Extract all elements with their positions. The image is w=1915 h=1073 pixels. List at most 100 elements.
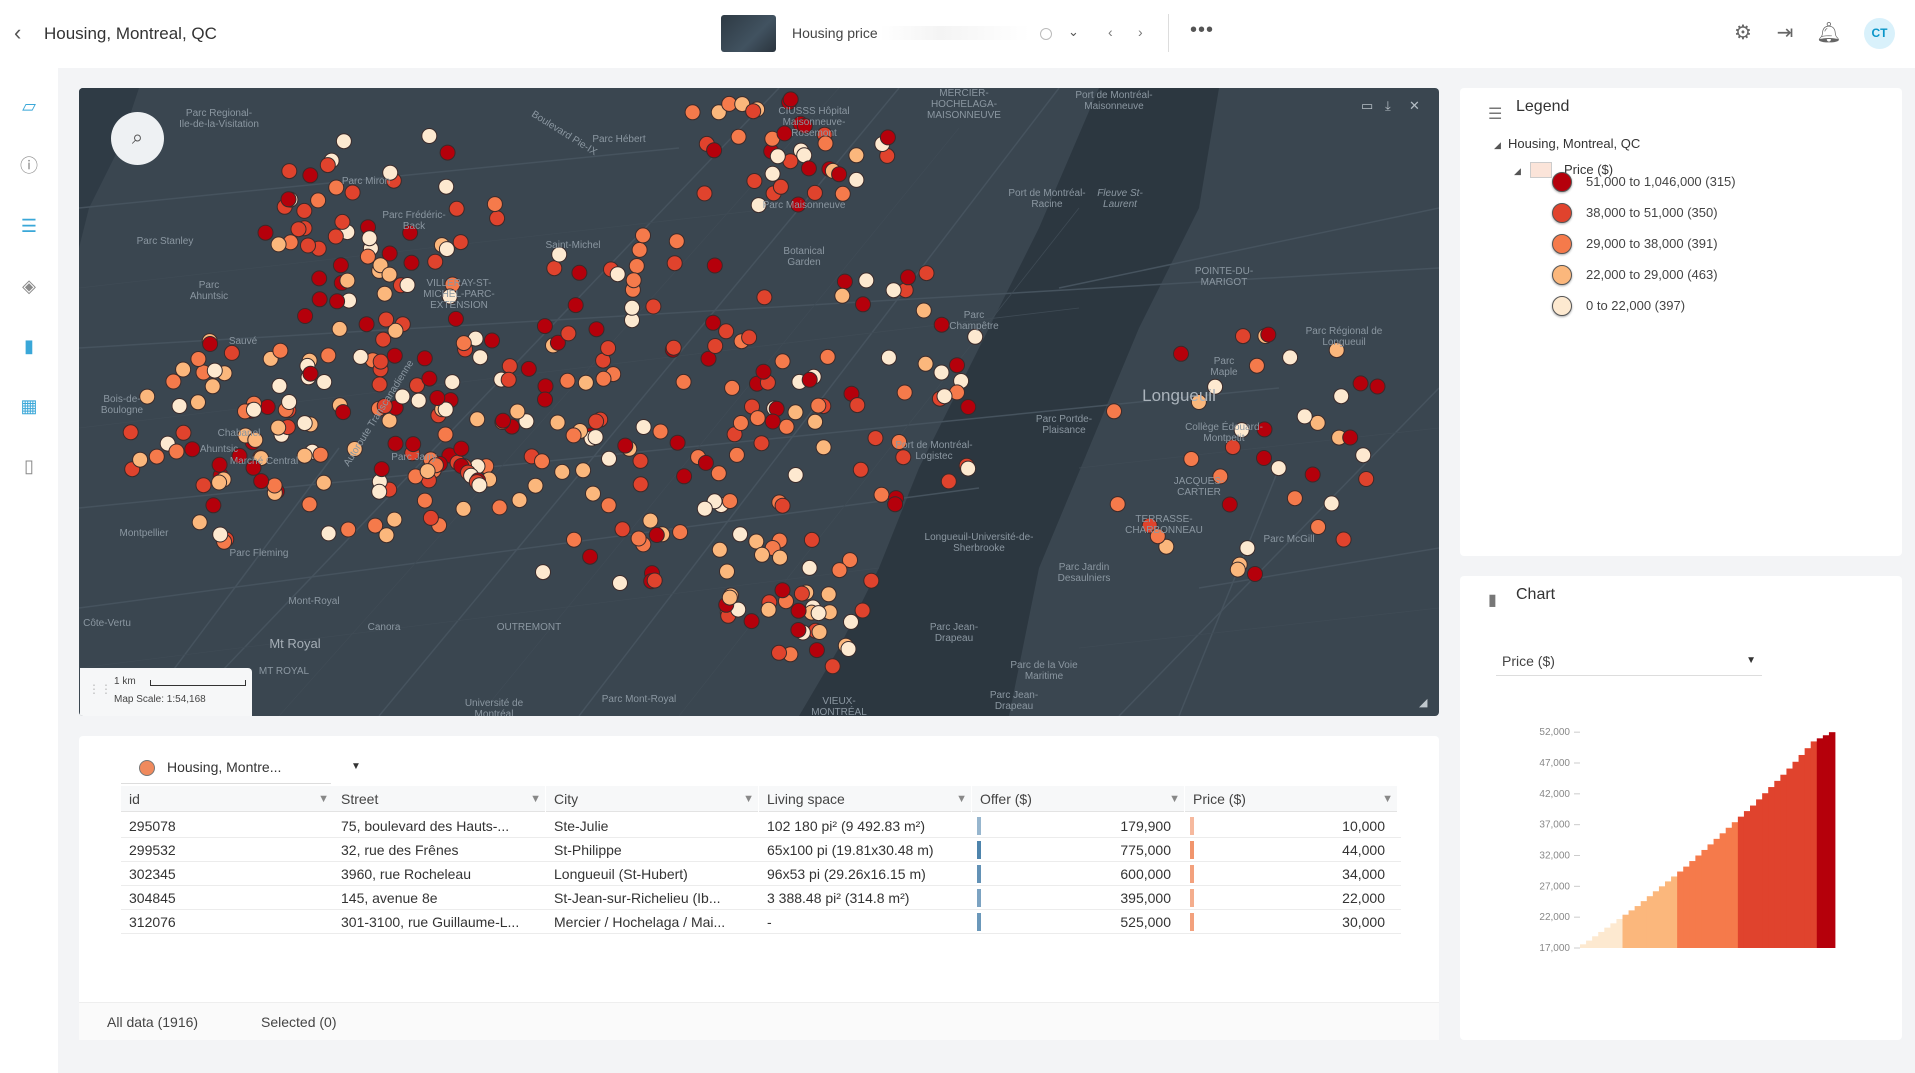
map-point[interactable] [403, 254, 420, 271]
map-point[interactable] [489, 210, 506, 227]
map-point[interactable] [386, 511, 403, 528]
map-point[interactable] [1221, 496, 1238, 513]
map-point[interactable] [1328, 342, 1345, 359]
chart-bar[interactable] [1604, 927, 1611, 948]
map-point[interactable] [566, 531, 582, 548]
map-point[interactable] [1173, 345, 1189, 362]
map-point[interactable] [960, 460, 977, 477]
map-point[interactable] [836, 273, 853, 290]
map-point[interactable] [484, 332, 500, 349]
map-point[interactable] [122, 424, 139, 441]
map-point[interactable] [500, 371, 517, 388]
map-point[interactable] [327, 228, 344, 245]
map-point[interactable] [600, 497, 617, 514]
download-icon[interactable]: ⤓ [1385, 98, 1391, 113]
map-point[interactable] [551, 246, 568, 263]
map-view[interactable]: Parc Regional-Ile-de-la-Visitation CIUSS… [79, 88, 1439, 716]
map-point[interactable] [302, 365, 319, 382]
close-icon[interactable]: ✕ [1409, 98, 1420, 113]
map-point[interactable] [918, 265, 935, 282]
map-point[interactable] [257, 224, 274, 241]
map-point[interactable] [722, 493, 738, 510]
map-point[interactable] [1256, 421, 1273, 438]
table-row[interactable]: 302345 3960, rue Rocheleau Longueuil (St-H… [121, 862, 1401, 886]
drag-handle-icon[interactable]: ⋮⋮ [88, 682, 112, 696]
map-point[interactable] [949, 357, 965, 374]
map-point[interactable] [743, 613, 760, 630]
map-point[interactable] [895, 449, 912, 466]
map-point[interactable] [706, 257, 723, 274]
map-point[interactable] [858, 272, 875, 289]
logout-icon[interactable]: ⇥ [1776, 22, 1794, 44]
map-point[interactable] [296, 447, 313, 464]
map-point[interactable] [585, 485, 601, 502]
map-point[interactable] [707, 338, 724, 354]
tab-selected[interactable]: Selected (0) [261, 1014, 337, 1030]
map-point[interactable] [332, 257, 349, 274]
map-point[interactable] [885, 282, 902, 299]
map-point[interactable] [711, 541, 728, 558]
bar-chart-icon[interactable]: ▮ [24, 336, 34, 356]
chart-bar[interactable] [1786, 768, 1793, 948]
book-icon[interactable]: ▯ [24, 456, 34, 476]
map-point[interactable] [271, 377, 288, 394]
chart-bar[interactable] [1768, 787, 1775, 948]
map-point[interactable] [1355, 447, 1372, 464]
back-icon[interactable]: ‹ [14, 20, 22, 45]
map-point[interactable] [527, 477, 544, 494]
map-point[interactable] [588, 413, 605, 430]
map-point[interactable] [577, 374, 594, 391]
table-row[interactable]: 312076 301-3100, rue Guillaume-L... Mercie… [121, 910, 1401, 934]
chart-bar[interactable] [1622, 914, 1629, 948]
map-point[interactable] [195, 477, 212, 494]
map-point[interactable] [774, 582, 791, 599]
map-point[interactable] [559, 372, 576, 389]
chart-bar[interactable] [1695, 855, 1702, 949]
map-point[interactable] [175, 361, 192, 378]
map-point[interactable] [422, 509, 439, 526]
map-point[interactable] [1183, 451, 1200, 467]
map-point[interactable] [335, 404, 352, 421]
map-point[interactable] [491, 499, 508, 516]
map-point[interactable] [296, 202, 313, 219]
map-point[interactable] [376, 398, 393, 414]
map-point[interactable] [329, 293, 346, 310]
map-point[interactable] [1207, 378, 1224, 395]
map-point[interactable] [1323, 495, 1340, 512]
map-point[interactable] [352, 348, 369, 365]
filter-icon[interactable]: ▼ [318, 793, 329, 805]
map-point[interactable] [1286, 490, 1303, 507]
map-point[interactable] [455, 500, 472, 517]
map-point[interactable] [315, 474, 332, 491]
map-point[interactable] [672, 524, 689, 541]
map-point[interactable] [534, 453, 550, 470]
map-point[interactable] [625, 272, 642, 289]
map-point[interactable] [601, 450, 617, 467]
map-point[interactable] [231, 447, 248, 464]
map-point[interactable] [754, 546, 770, 563]
map-point[interactable] [756, 289, 773, 306]
map-point[interactable] [1333, 388, 1350, 405]
map-point[interactable] [790, 622, 807, 638]
map-point[interactable] [132, 451, 149, 468]
map-point[interactable] [416, 492, 433, 509]
map-point[interactable] [1212, 468, 1229, 485]
chart-bar[interactable] [1792, 761, 1799, 948]
map-point[interactable] [811, 624, 828, 640]
map-point[interactable] [609, 266, 626, 283]
map-thumbnail[interactable] [721, 15, 776, 52]
chart-bar[interactable] [1828, 732, 1836, 948]
map-point[interactable] [855, 296, 871, 313]
chart-bar[interactable] [1707, 844, 1714, 948]
map-point[interactable] [1309, 414, 1326, 431]
map-point[interactable] [1141, 517, 1158, 534]
expand-icon[interactable]: ◢ [1514, 166, 1521, 176]
chart-bar[interactable] [1671, 876, 1678, 948]
info-icon[interactable]: ⓘ [20, 156, 38, 176]
map-point[interactable] [344, 184, 361, 201]
map-point[interactable] [632, 476, 649, 493]
map-point[interactable] [730, 128, 747, 145]
map-point[interactable] [741, 329, 758, 346]
map-point[interactable] [471, 477, 488, 494]
avatar[interactable]: CT [1864, 18, 1895, 49]
